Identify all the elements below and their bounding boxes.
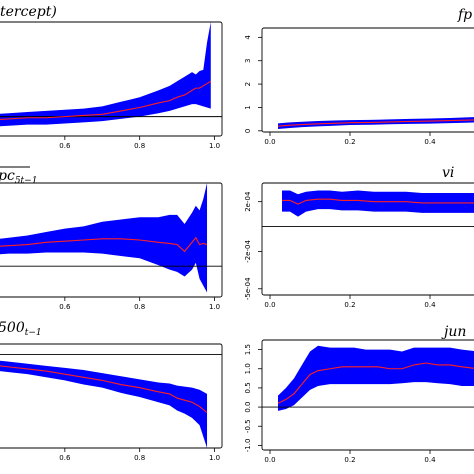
y-tick-label: 2e-04 bbox=[244, 191, 252, 212]
panel-title-subscript: 5t−1 bbox=[15, 176, 38, 186]
x-tick-label: 0.0 bbox=[264, 301, 275, 309]
y-tick-label: 3 bbox=[244, 58, 252, 62]
panel-title: fp bbox=[457, 7, 472, 23]
x-tick-label: 0.4 bbox=[424, 456, 436, 464]
x-tick-label: 0.8 bbox=[134, 303, 145, 311]
panel-title: jun bbox=[441, 324, 466, 340]
panel-title: tercept) bbox=[0, 4, 57, 20]
plot-frame bbox=[261, 27, 474, 133]
x-tick-label: 0.0 bbox=[264, 456, 275, 464]
estimate-line bbox=[282, 198, 474, 205]
plot-area bbox=[0, 183, 222, 293]
panel-title-main: tercept) bbox=[0, 4, 57, 20]
x-tick-label: 1.0 bbox=[209, 142, 220, 150]
panel-title: pc5t−1 bbox=[0, 168, 37, 186]
x-tick-label: 1.0 bbox=[209, 454, 220, 462]
plot-frame bbox=[0, 182, 223, 298]
y-tick-label: 1 bbox=[244, 105, 252, 109]
chart-panel-4: 0.0 0.2 0.4 2e-04 -2e-04 -5e-04 vi bbox=[244, 165, 474, 309]
chart-panel-3: 0.6 0.8 1.0 pc5t−1 bbox=[0, 168, 223, 311]
confidence-band bbox=[0, 360, 208, 448]
estimate-line bbox=[0, 365, 208, 414]
estimate-line bbox=[277, 362, 474, 404]
chart-panel-6: 0.0 0.2 0.4 -1.0 -0.5 0.0 0.5 1.0 1.5 jun bbox=[244, 324, 474, 464]
panel-title-main: fp bbox=[457, 7, 472, 23]
panel-title-main: vi bbox=[442, 165, 454, 181]
y-tick-label: 0 bbox=[244, 129, 252, 133]
estimate-line bbox=[277, 119, 474, 127]
estimate-line bbox=[0, 80, 212, 120]
panel-title: vi bbox=[442, 165, 454, 181]
chart-panel-5: 0.6 0.8 1.0 500t−1 bbox=[0, 320, 223, 462]
confidence-band bbox=[278, 345, 474, 411]
y-tick-label: -2e-04 bbox=[244, 240, 252, 263]
panel-title: 500t−1 bbox=[0, 320, 42, 338]
y-tick-label: 1.0 bbox=[244, 363, 252, 374]
chart-panel-1: 0.6 0.8 1.0 tercept) bbox=[0, 4, 223, 150]
x-tick-label: 0.0 bbox=[264, 138, 275, 146]
y-tick-label: 1.5 bbox=[244, 344, 252, 355]
plot-area bbox=[277, 117, 474, 129]
panel-title-subscript: t−1 bbox=[25, 328, 42, 338]
y-tick-label: 0.5 bbox=[244, 382, 252, 393]
confidence-band bbox=[278, 117, 474, 129]
confidence-band bbox=[0, 22, 211, 127]
plot-area bbox=[262, 190, 474, 228]
plot-frame bbox=[261, 182, 474, 296]
y-tick-label: -1.0 bbox=[244, 439, 252, 453]
x-tick-label: 0.6 bbox=[59, 142, 71, 150]
plot-frame bbox=[0, 21, 223, 137]
estimate-line bbox=[0, 236, 208, 253]
plot-frame bbox=[0, 343, 223, 449]
x-tick-label: 0.8 bbox=[134, 454, 145, 462]
plot-frame bbox=[261, 339, 474, 451]
chart-panel-2: 0.0 0.2 0.4 0 1 2 3 4 fp bbox=[244, 7, 474, 146]
x-tick-label: 0.8 bbox=[134, 142, 145, 150]
confidence-band bbox=[282, 190, 474, 217]
y-tick-label: -5e-04 bbox=[244, 277, 252, 300]
plot-area bbox=[262, 345, 474, 411]
y-tick-label: -0.5 bbox=[244, 419, 252, 433]
y-tick-label: 4 bbox=[244, 35, 252, 40]
panel-title-main: jun bbox=[441, 324, 466, 340]
x-tick-label: 0.6 bbox=[59, 303, 71, 311]
panel-title-main: pc bbox=[0, 168, 15, 184]
x-tick-label: 0.6 bbox=[59, 454, 71, 462]
confidence-band bbox=[0, 183, 208, 293]
panel-title-main: 500 bbox=[0, 320, 25, 336]
plot-area bbox=[0, 353, 222, 448]
x-tick-label: 0.2 bbox=[344, 456, 355, 464]
plot-area bbox=[0, 22, 222, 127]
y-tick-label: 2 bbox=[244, 82, 252, 86]
x-tick-label: 0.4 bbox=[424, 138, 436, 146]
y-tick-label: 0.0 bbox=[244, 402, 252, 413]
x-tick-label: 0.2 bbox=[344, 301, 355, 309]
x-tick-label: 0.4 bbox=[424, 301, 436, 309]
x-tick-label: 1.0 bbox=[209, 303, 220, 311]
x-tick-label: 0.2 bbox=[344, 138, 355, 146]
